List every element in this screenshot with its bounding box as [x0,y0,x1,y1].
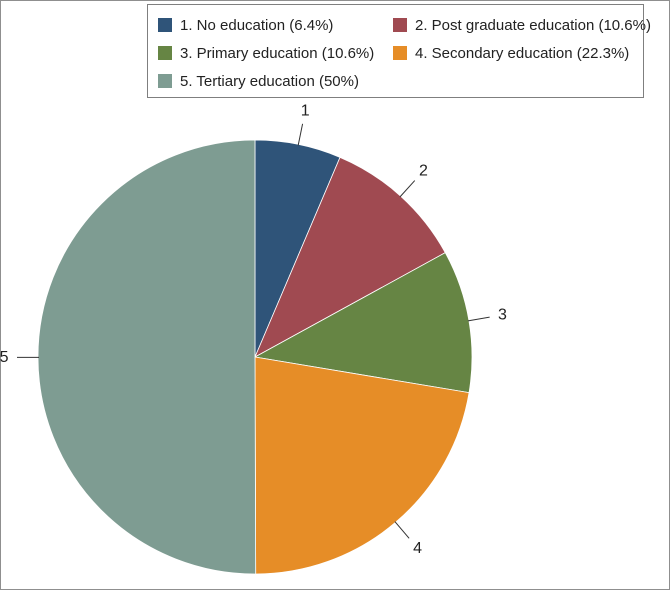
slice-number-label-no-education: 1 [301,103,310,120]
slice-number-label-post-graduate-education: 2 [419,162,428,179]
leader-line-post-graduate-education [399,180,416,198]
pie-slice-secondary-education [254,356,470,575]
legend-swatch-tertiary-education [158,74,172,88]
slice-number-label-tertiary-education: 5 [0,349,9,366]
legend-label-primary-education: 3. Primary education (10.6%) [180,44,375,62]
legend-item-post-graduate-education: 2. Post graduate education (10.6%) [393,15,651,35]
legend-item-no-education: 1. No education (6.4%) [158,15,333,35]
slice-number-label-secondary-education: 4 [413,540,422,557]
legend-item-primary-education: 3. Primary education (10.6%) [158,43,374,63]
legend-label-no-education: 1. No education (6.4%) [180,16,334,34]
legend-label-post-graduate-education: 2. Post graduate education (10.6%) [415,16,651,34]
legend-swatch-secondary-education [393,46,407,60]
legend-item-tertiary-education: 5. Tertiary education (50%) [158,71,359,91]
pie-slice-tertiary-education [37,139,257,575]
legend-swatch-no-education [158,18,172,32]
leader-line-no-education [297,123,304,146]
legend-swatch-primary-education [158,46,172,60]
legend-label-secondary-education: 4. Secondary education (22.3%) [415,44,630,62]
chart-legend: 1. No education (6.4%) 2. Post graduate … [147,4,651,98]
leader-line-primary-education [467,316,490,322]
leader-line-secondary-education [394,521,410,539]
legend-item-secondary-education: 4. Secondary education (22.3%) [393,43,629,63]
legend-swatch-post-graduate-education [393,18,407,32]
legend-label-tertiary-education: 5. Tertiary education (50%) [180,72,359,90]
slice-number-label-primary-education: 3 [498,306,507,323]
